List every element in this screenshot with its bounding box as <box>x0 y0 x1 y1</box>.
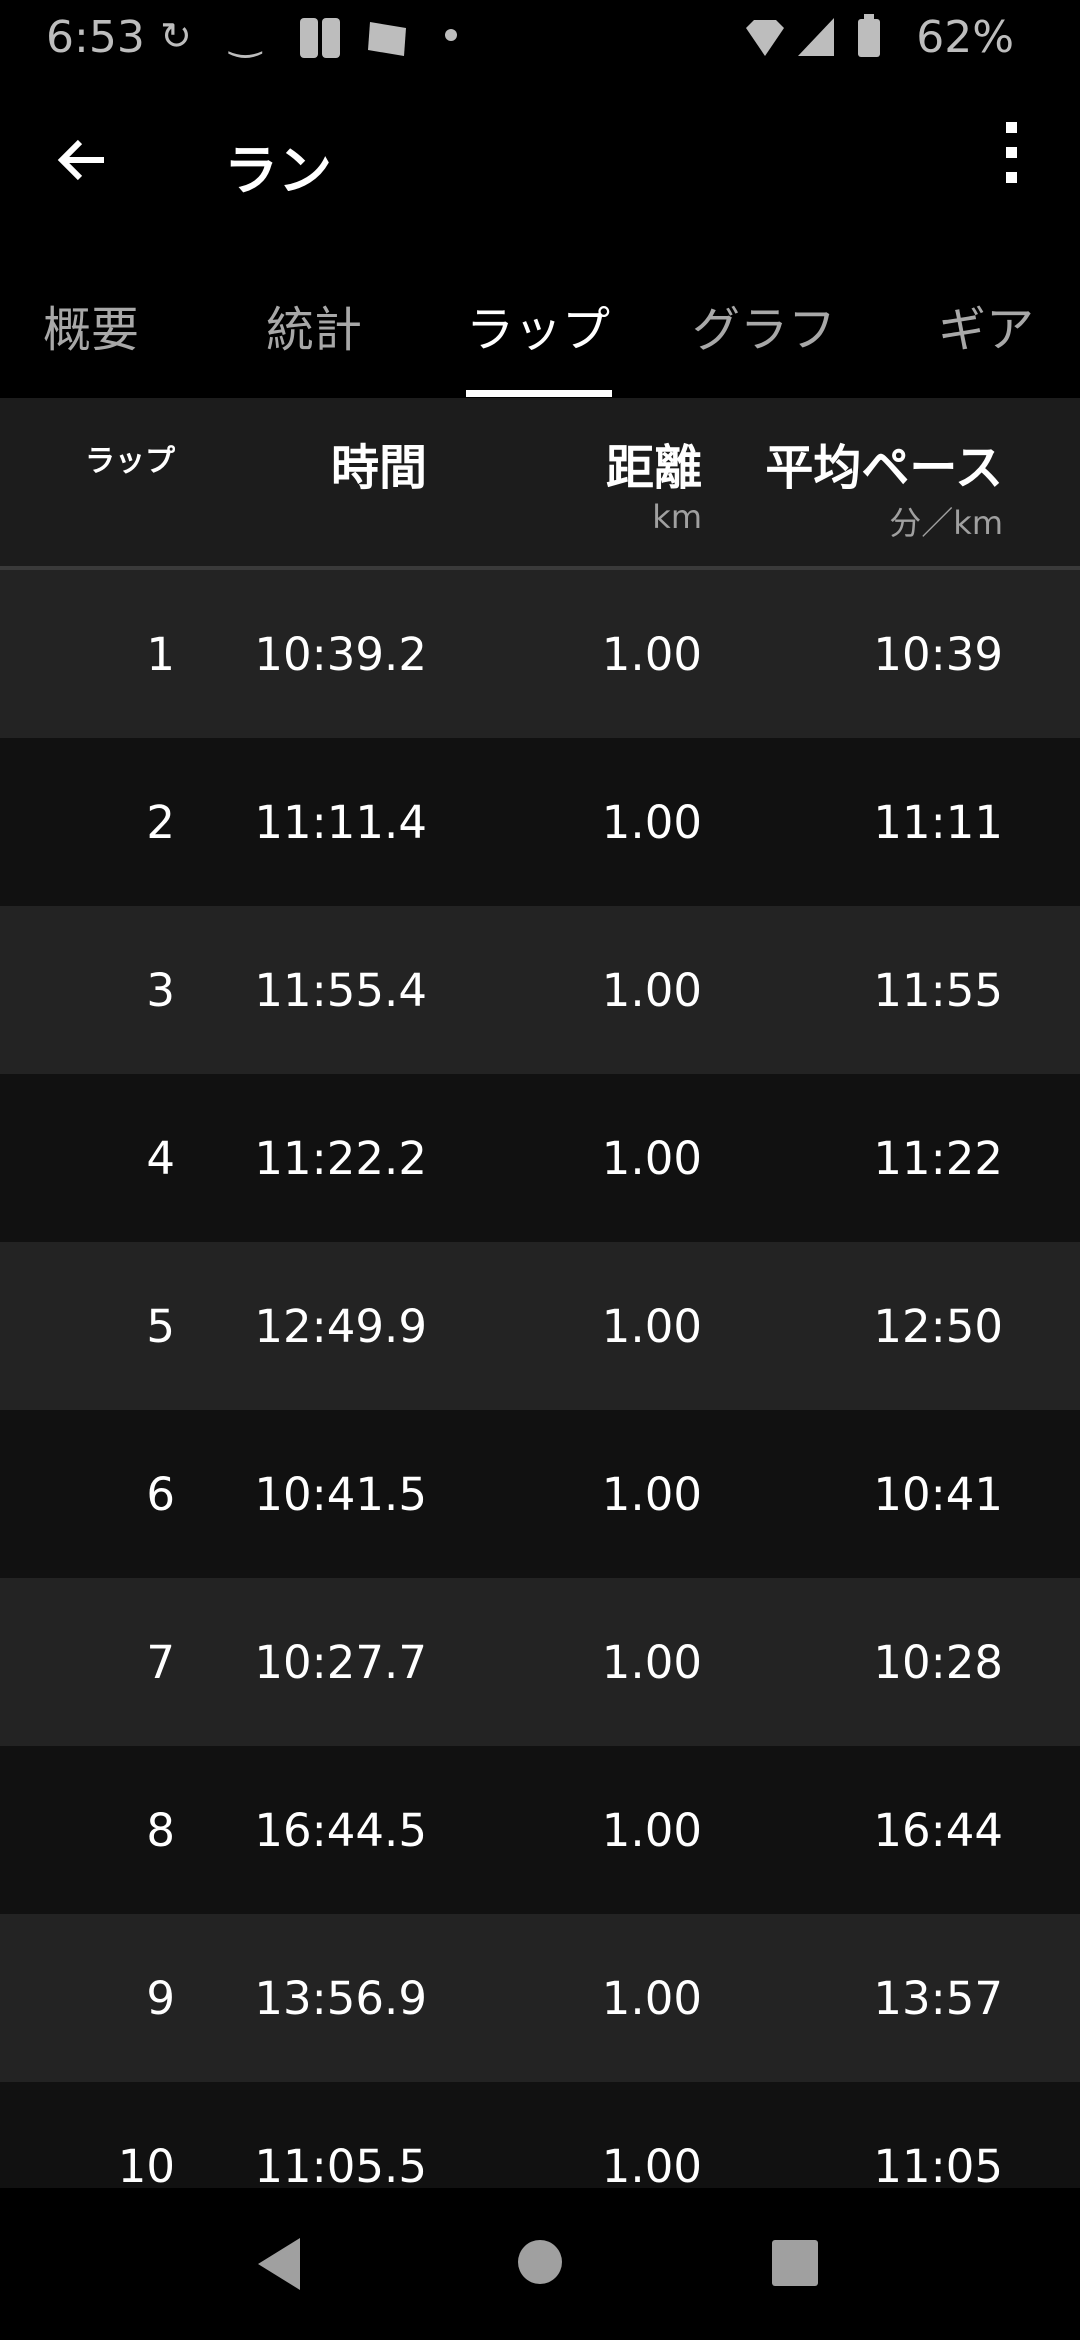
lap-time: 11:55.4 <box>254 964 427 1017</box>
lap-pace: 11:11 <box>873 796 1003 849</box>
lap-pace: 11:22 <box>873 1132 1003 1185</box>
lap-time: 10:41.5 <box>254 1468 427 1521</box>
lap-distance: 1.00 <box>601 796 702 849</box>
lap-number: 10 <box>117 2140 175 2188</box>
lap-table: 1 10:39.2 1.00 10:39 2 11:11.4 1.00 11:11 3 11:55… <box>0 570 1080 2188</box>
lap-distance: 1.00 <box>601 628 702 681</box>
lap-time: 11:11.4 <box>254 796 427 849</box>
page-title: ラン <box>224 139 332 202</box>
lap-distance: 1.00 <box>601 1804 702 1857</box>
lap-number: 2 <box>146 796 175 849</box>
tab-stats[interactable]: 統計 <box>266 302 363 358</box>
table-row[interactable]: 6 10:41.5 1.00 10:41 <box>0 1410 1080 1578</box>
table-row[interactable]: 7 10:27.7 1.00 10:28 <box>0 1578 1080 1746</box>
lap-number: 5 <box>146 1300 175 1353</box>
lap-pace: 10:41 <box>873 1468 1003 1521</box>
table-header: ラップ 時間 距離 km 平均ペース 分／km <box>0 398 1080 570</box>
lap-pace: 16:44 <box>873 1804 1003 1857</box>
more-vert-icon[interactable] <box>996 122 1026 198</box>
lap-pace: 11:05 <box>873 2140 1003 2188</box>
table-row[interactable]: 3 11:55.4 1.00 11:55 <box>0 906 1080 1074</box>
table-row[interactable]: 5 12:49.9 1.00 12:50 <box>0 1242 1080 1410</box>
lap-distance: 1.00 <box>601 1300 702 1353</box>
status-time: 6:53 <box>46 12 145 63</box>
lap-time: 11:22.2 <box>254 1132 427 1185</box>
lap-pace: 10:39 <box>873 628 1003 681</box>
lap-pace: 10:28 <box>873 1636 1003 1689</box>
header-distance: 距離 <box>605 440 702 496</box>
table-row[interactable]: 4 11:22.2 1.00 11:22 <box>0 1074 1080 1242</box>
status-bar: 6:53 ↻ ‿ 62% <box>0 0 1080 80</box>
dot-icon <box>445 29 457 41</box>
arrow-left-icon[interactable] <box>52 130 112 190</box>
app-bar: ラン <box>0 80 1080 240</box>
header-pace: 平均ペース <box>765 440 1003 496</box>
home-circle-icon[interactable] <box>516 2238 564 2286</box>
tab-bar: 概要 統計 ラップ グラフ ギア <box>0 240 1080 398</box>
lap-time: 16:44.5 <box>254 1804 427 1857</box>
table-row[interactable]: 2 11:11.4 1.00 11:11 <box>0 738 1080 906</box>
header-distance-unit: km <box>652 498 702 536</box>
lap-distance: 1.00 <box>601 1468 702 1521</box>
tab-graph[interactable]: グラフ <box>692 302 837 358</box>
lap-number: 1 <box>146 628 175 681</box>
lap-distance: 1.00 <box>601 1972 702 2025</box>
nav-bar <box>0 2188 1080 2340</box>
tab-laps[interactable]: ラップ <box>466 302 611 358</box>
tab-overview[interactable]: 概要 <box>43 302 140 358</box>
header-pace-unit: 分／km <box>889 504 1003 542</box>
lap-number: 4 <box>146 1132 175 1185</box>
recents-square-icon[interactable] <box>772 2240 818 2286</box>
table-row[interactable]: 9 13:56.9 1.00 13:57 <box>0 1914 1080 2082</box>
battery-percent: 62% <box>916 12 1014 63</box>
tab-gear[interactable]: ギア <box>938 302 1035 358</box>
lap-number: 7 <box>146 1636 175 1689</box>
lap-number: 9 <box>146 1972 175 2025</box>
lap-time: 12:49.9 <box>254 1300 427 1353</box>
signal-icon <box>798 18 834 56</box>
table-row[interactable]: 8 16:44.5 1.00 16:44 <box>0 1746 1080 1914</box>
header-lap: ラップ <box>85 444 175 479</box>
table-row[interactable]: 10 11:05.5 1.00 11:05 <box>0 2082 1080 2188</box>
lap-pace: 13:57 <box>873 1972 1003 2025</box>
lap-time: 13:56.9 <box>254 1972 427 2025</box>
tab-indicator <box>466 390 612 397</box>
lap-number: 6 <box>146 1468 175 1521</box>
lap-time: 11:05.5 <box>254 2140 427 2188</box>
lap-number: 8 <box>146 1804 175 1857</box>
lap-pace: 11:55 <box>873 964 1003 1017</box>
lap-time: 10:39.2 <box>254 628 427 681</box>
battery-icon <box>858 14 880 57</box>
lap-time: 10:27.7 <box>254 1636 427 1689</box>
wifi-icon <box>746 20 784 56</box>
lap-distance: 1.00 <box>601 1132 702 1185</box>
lap-number: 3 <box>146 964 175 1017</box>
amazon-icon: ‿ <box>230 14 261 58</box>
game-icon <box>300 18 340 58</box>
back-triangle-icon[interactable] <box>256 2236 302 2292</box>
lap-pace: 12:50 <box>873 1300 1003 1353</box>
sync-icon: ↻ <box>160 14 192 58</box>
table-row[interactable]: 1 10:39.2 1.00 10:39 <box>0 570 1080 738</box>
weathernews-icon <box>368 22 406 56</box>
lap-distance: 1.00 <box>601 2140 702 2188</box>
lap-distance: 1.00 <box>601 1636 702 1689</box>
lap-distance: 1.00 <box>601 964 702 1017</box>
header-time: 時間 <box>330 440 427 496</box>
